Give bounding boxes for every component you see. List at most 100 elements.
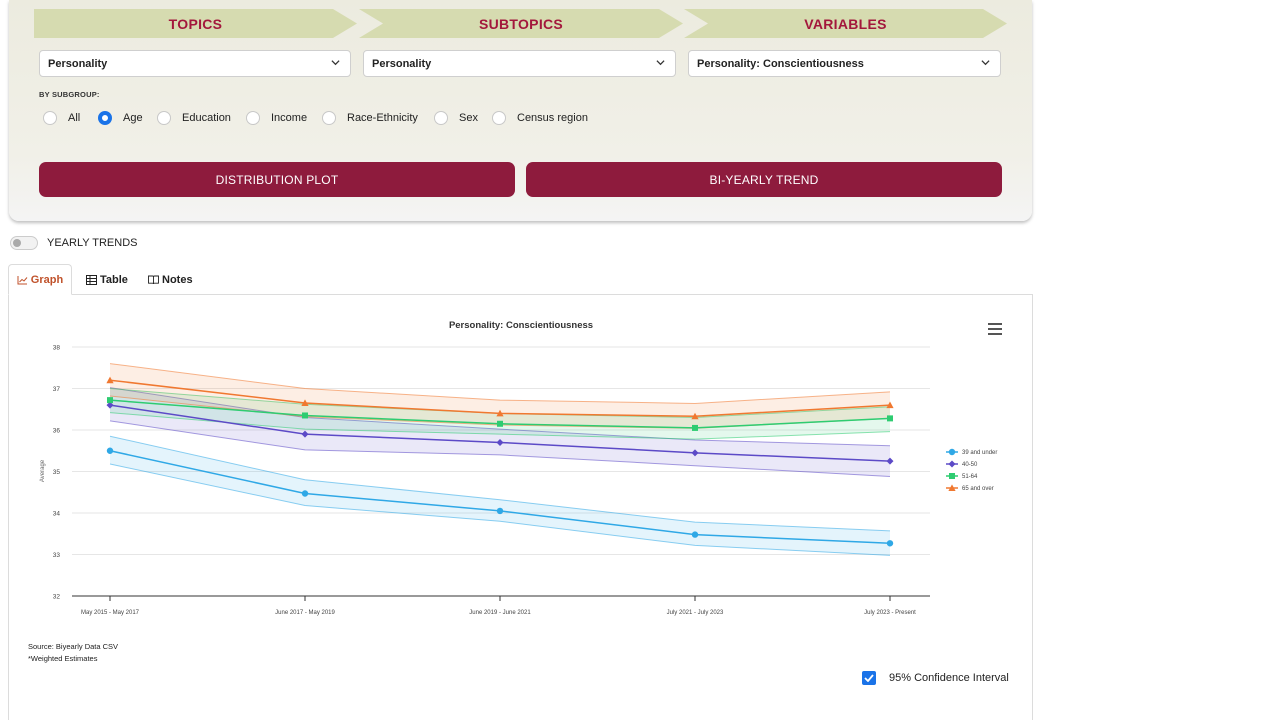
ci-lower: [109, 420, 891, 477]
step-topics: TOPICS: [34, 9, 357, 38]
radio-sex[interactable]: Sex: [434, 111, 478, 125]
data-point: [496, 507, 504, 515]
tab-table-label: Table: [100, 273, 128, 286]
radio-race-ethnicity[interactable]: Race-Ethnicity: [322, 111, 418, 125]
ci-checkbox[interactable]: [862, 671, 876, 685]
data-point: [886, 401, 894, 409]
data-point: [691, 531, 699, 538]
subtopic-select[interactable]: Personality: [363, 50, 676, 77]
data-point: [887, 415, 893, 422]
step-variables: VARIABLES: [684, 9, 1007, 38]
legend-item: 51-64: [962, 474, 978, 480]
radio-sex-dot[interactable]: [434, 111, 448, 125]
yearly-trends-toggle[interactable]: [10, 236, 38, 250]
chevron-down-icon: [981, 60, 990, 66]
data-point: [107, 397, 113, 404]
ci-lower: [109, 463, 891, 556]
radio-race-ethnicity-label: Race-Ethnicity: [347, 112, 418, 124]
radio-income-label: Income: [271, 112, 308, 124]
radio-education-label: Education: [182, 112, 231, 124]
radio-census-region-label: Census region: [517, 112, 588, 124]
legend-marker: [948, 484, 956, 491]
tab-notes-label: Notes: [162, 273, 193, 286]
x-tick-label: July 2023 - Present: [864, 610, 916, 616]
y-tick-label: 36: [53, 428, 61, 435]
y-tick-label: 34: [53, 511, 61, 518]
data-point: [302, 412, 308, 419]
variable-select-value: Personality: Conscientiousness: [697, 57, 864, 70]
chart-panel: [8, 294, 1033, 720]
bi-yearly-trend-button[interactable]: BI-YEARLY TREND: [526, 162, 1002, 197]
topic-select[interactable]: Personality: [39, 50, 351, 77]
chart-title: Personality: Conscientiousness: [449, 320, 593, 331]
radio-education-dot[interactable]: [157, 111, 171, 125]
tab-graph-label: Graph: [30, 273, 64, 286]
legend-marker: [948, 448, 956, 456]
ci-upper: [109, 387, 891, 447]
step-subtopics-label: SUBTOPICS: [478, 15, 564, 32]
data-point: [106, 401, 114, 409]
data-point: [301, 490, 309, 497]
toggle-knob: [13, 239, 21, 247]
ci-band: [110, 436, 890, 556]
radio-all-dot[interactable]: [43, 111, 57, 125]
data-point: [496, 438, 504, 446]
radio-census-region[interactable]: Census region: [492, 111, 588, 125]
legend-marker: [949, 473, 955, 479]
ci-label: 95% Confidence Interval: [889, 672, 1009, 684]
data-point: [692, 424, 698, 431]
radio-age[interactable]: Age: [98, 111, 143, 125]
data-point: [886, 457, 894, 465]
book-icon: [148, 275, 159, 284]
ci-lower: [109, 412, 891, 440]
x-tick-label: May 2015 - May 2017: [81, 610, 140, 616]
data-point: [106, 447, 114, 454]
chart-source: Source: Biyearly Data CSV *Weighted Esti…: [28, 641, 118, 665]
tab-table[interactable]: Table: [86, 264, 128, 295]
chart-menu-icon[interactable]: [988, 323, 1002, 335]
radio-education[interactable]: Education: [157, 111, 231, 125]
tab-notes[interactable]: Notes: [148, 264, 193, 295]
y-tick-label: 32: [53, 594, 61, 601]
ci-upper: [109, 435, 891, 532]
radio-all[interactable]: All: [43, 111, 80, 125]
data-point: [691, 449, 699, 457]
radio-census-region-dot[interactable]: [492, 111, 506, 125]
source-text: Source: Biyearly Data CSV: [28, 642, 119, 651]
radio-race-ethnicity-dot[interactable]: [322, 111, 336, 125]
step-topics-label: TOPICS: [168, 15, 223, 32]
radio-age-dot[interactable]: [98, 111, 112, 125]
data-point: [301, 430, 309, 438]
legend-item: 39 and under: [962, 450, 997, 456]
x-tick-label: June 2017 - May 2019: [275, 610, 335, 616]
subgroup-label: BY SUBGROUP:: [39, 90, 100, 99]
weighted-note: *Weighted Estimates: [28, 654, 98, 663]
table-icon: [86, 274, 97, 285]
tab-graph[interactable]: Graph: [8, 264, 72, 295]
x-tick-label: June 2019 - June 2021: [469, 610, 531, 616]
radio-all-label: All: [68, 112, 81, 124]
y-axis-label: Average: [40, 459, 46, 482]
y-tick-label: 33: [53, 552, 61, 559]
yearly-trends-label: YEARLY TRENDS: [47, 237, 138, 249]
variable-select[interactable]: Personality: Conscientiousness: [688, 50, 1001, 77]
ci-toggle[interactable]: 95% Confidence Interval: [862, 671, 1009, 685]
distribution-plot-button[interactable]: DISTRIBUTION PLOT: [39, 162, 515, 197]
step-variables-label: VARIABLES: [804, 15, 887, 32]
chevron-down-icon: [656, 60, 665, 66]
step-subtopics: SUBTOPICS: [359, 9, 683, 38]
radio-income-dot[interactable]: [246, 111, 260, 125]
data-point: [691, 412, 699, 420]
check-icon: [864, 674, 874, 682]
chevron-down-icon: [331, 60, 340, 66]
radio-income[interactable]: Income: [246, 111, 307, 125]
subtopic-select-value: Personality: [372, 57, 432, 70]
legend-marker: [948, 460, 956, 468]
topic-select-value: Personality: [48, 57, 108, 70]
y-tick-label: 35: [53, 469, 61, 476]
ci-upper: [109, 363, 891, 404]
y-tick-label: 37: [53, 386, 61, 393]
y-tick-label: 38: [53, 345, 61, 352]
radio-sex-label: Sex: [459, 112, 478, 124]
